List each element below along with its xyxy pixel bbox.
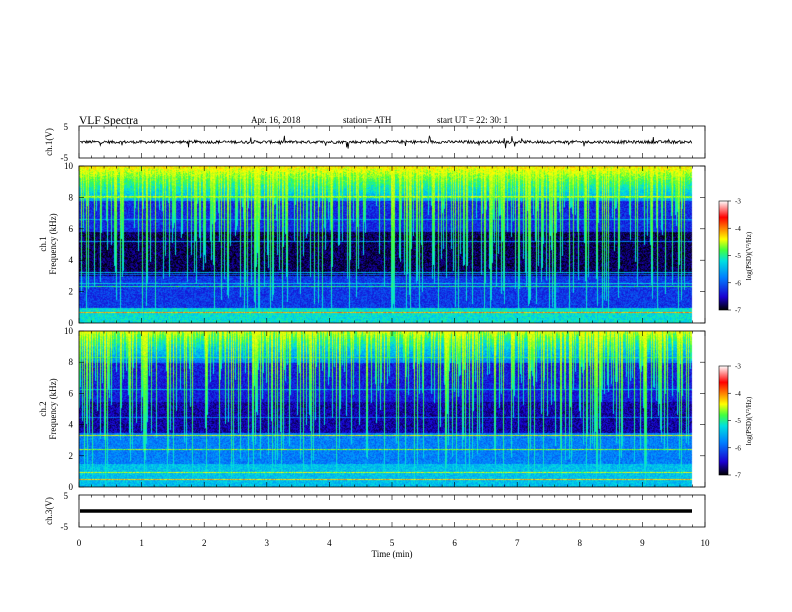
colorbar-tick-label: -5 [735,417,741,425]
ch1-spectrogram-xticks [78,166,706,323]
ch3-waveform-panel: 5 -5 ch.3(V) 0 1 2 3 4 5 6 7 8 9 10 Time (min) [44,491,710,559]
freq-tick-label: 8 [69,192,74,202]
time-tick-label: 8 [578,538,583,548]
ch1-ytick-5: 5 [64,122,69,132]
ch1-spectrogram-panel: 0 2 4 6 8 10 ch.1 Frequency (kHz) [38,161,706,328]
time-tick-label: 6 [452,538,457,548]
colorbar-tick-label: -3 [735,363,741,371]
colorbar-tick-label: -5 [735,252,741,260]
date-label: Apr. 16, 2018 [251,115,301,125]
freq-tick-label: 8 [69,357,74,367]
time-tick-label: 3 [265,538,270,548]
freq-tick-label: 0 [69,482,74,492]
ch3-ytick-5: 5 [64,491,69,501]
ch1-spectrogram-ylabel: Frequency (kHz) [48,213,58,274]
freq-tick-label: 6 [69,388,74,398]
ch3-waveform-xticks [78,495,706,527]
time-tick-label: 10 [701,538,711,548]
ch2-colorbar-label: log(PSD)(V²/Hz) [745,396,753,445]
colorbar-tick-label: -6 [735,444,741,452]
ch2-spectrogram-panel: 0 2 4 6 8 10 ch.2 Frequency (kHz) [38,326,706,492]
time-axis-tick-labels: 0 1 2 3 4 5 6 7 8 9 10 [77,538,710,548]
ch2-spectrogram-xticks [78,331,706,487]
time-tick-label: 5 [390,538,395,548]
ch1-spectrogram-image [79,166,705,323]
station-label: station= ATH [343,115,392,125]
ch1-waveform-line [80,135,693,149]
ch2-colorbar: -3 -4 -5 -6 -7 log(PSD)(V²/Hz) [718,363,753,480]
colorbar-tick-label: -7 [735,307,741,315]
ch1-ytick-neg5: -5 [61,153,69,163]
freq-tick-label: 2 [69,287,74,297]
ch2-spectrogram-ylabel: Frequency (kHz) [48,378,58,439]
freq-tick-label: 4 [69,255,74,265]
ch1-colorbar-label: log(PSD)(V²/Hz) [745,231,753,280]
colorbar-tick-label: -4 [735,390,741,398]
time-tick-label: 4 [327,538,332,548]
figure-title: VLF Spectra [79,115,138,127]
ch1-colorbar-gradient [718,200,729,311]
ch1-waveform-xticks [78,126,706,158]
freq-tick-label: 0 [69,318,74,328]
freq-tick-label: 2 [69,451,74,461]
ch1-colorbar-ticks: -3 -4 -5 -6 -7 [728,198,741,315]
ch1-spectrogram-channel-label: ch.1 [38,236,48,251]
ch2-colorbar-ticks: -3 -4 -5 -6 -7 [728,363,741,480]
ch1-waveform-panel: 5 -5 ch.1(V) [44,122,706,163]
time-tick-label: 2 [202,538,207,548]
colorbar-tick-label: -3 [735,198,741,206]
time-tick-label: 1 [139,538,144,548]
ch1-spectrogram-yticks: 0 2 4 6 8 10 [64,161,705,328]
ch2-spectrogram-channel-label: ch.2 [38,401,48,416]
time-axis-label: Time (min) [372,549,413,559]
colorbar-tick-label: -6 [735,279,741,287]
colorbar-tick-label: -7 [735,472,741,480]
ch1-colorbar: -3 -4 -5 -6 -7 log(PSD)(V²/Hz) [718,198,753,315]
ch2-spectrogram-yticks: 0 2 4 6 8 10 [64,326,705,492]
ch3-waveform-ylabel: ch.3(V) [44,497,54,525]
start-time-label: start UT = 22: 30: 1 [437,115,508,125]
colorbar-tick-label: -4 [735,225,741,233]
time-tick-label: 7 [515,538,520,548]
freq-tick-label: 4 [69,420,74,430]
freq-tick-label: 10 [64,326,74,336]
time-tick-label: 0 [77,538,82,548]
ch2-spectrogram-image [79,331,705,487]
time-tick-label: 9 [640,538,645,548]
ch3-ytick-neg5: -5 [61,522,69,532]
ch1-waveform-ylabel: ch.1(V) [44,128,54,156]
freq-tick-label: 10 [64,161,74,171]
freq-tick-label: 6 [69,224,74,234]
ch2-colorbar-gradient [718,365,729,476]
